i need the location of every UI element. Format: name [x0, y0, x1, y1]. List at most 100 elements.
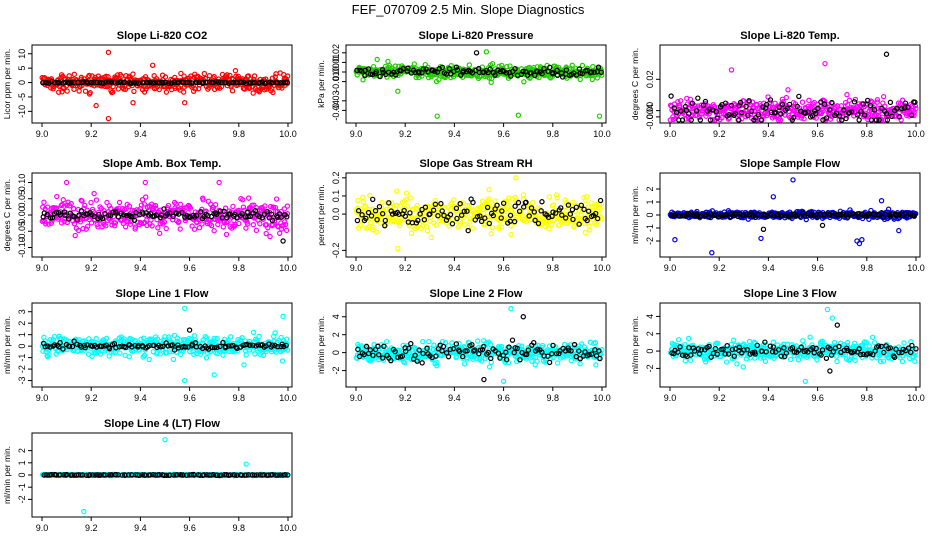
data-point — [88, 199, 94, 206]
data-point — [359, 68, 365, 74]
data-point — [65, 216, 72, 222]
x-tick-label: 9.2 — [399, 129, 412, 139]
data-point — [667, 117, 673, 123]
data-point — [599, 72, 605, 78]
data-point — [695, 346, 702, 352]
data-point — [239, 334, 245, 341]
data-point — [408, 340, 414, 347]
y-tick-label: -0.01 — [331, 71, 341, 92]
data-point — [767, 97, 774, 103]
panel-3: Slope Li-820 Temp.degrees C per min.9.0 9… — [630, 30, 925, 139]
data-point — [57, 212, 63, 218]
data-point — [283, 342, 289, 349]
data-point — [211, 335, 217, 342]
data-point — [281, 206, 288, 212]
x-tick-label: 9.4 — [134, 393, 147, 403]
data-point — [44, 211, 50, 218]
panel-title: Slope Line 3 Flow — [744, 288, 837, 300]
data-point — [379, 199, 385, 206]
data-point — [402, 213, 409, 219]
data-point — [595, 64, 602, 70]
data-point — [688, 352, 694, 358]
x-tick-label: 9.2 — [399, 263, 412, 273]
data-point — [139, 197, 146, 203]
data-point — [436, 76, 442, 83]
x-tick-label: 9.8 — [861, 263, 874, 273]
data-point — [270, 204, 277, 211]
data-point — [531, 339, 537, 346]
data-point — [380, 355, 386, 361]
x-tick-label: 10.0 — [279, 129, 297, 139]
data-point — [355, 197, 361, 204]
data-point — [193, 212, 200, 219]
data-point — [541, 65, 547, 72]
data-point — [539, 342, 546, 349]
data-point — [191, 226, 198, 232]
data-point — [483, 49, 490, 55]
data-point — [679, 117, 686, 123]
data-point — [277, 80, 284, 86]
plot-frame — [659, 302, 921, 388]
data-point — [689, 100, 696, 107]
y-tick-label: -2 — [331, 367, 341, 375]
data-point — [520, 68, 526, 75]
data-point — [67, 210, 74, 216]
data-point — [401, 359, 407, 365]
data-point — [177, 201, 184, 208]
data-point — [571, 341, 578, 348]
data-point — [152, 79, 158, 86]
data-point — [486, 220, 493, 227]
data-point — [250, 342, 256, 348]
data-point — [800, 338, 806, 344]
data-point — [132, 342, 138, 349]
data-point — [772, 109, 779, 115]
data-point — [499, 62, 505, 69]
data-point — [899, 358, 906, 365]
data-point — [243, 352, 249, 358]
data-point — [454, 215, 460, 222]
data-point — [568, 357, 574, 364]
data-point — [282, 219, 288, 225]
plot-frame — [345, 44, 607, 124]
data-point — [252, 351, 258, 357]
data-point — [250, 329, 257, 336]
data-point — [367, 192, 373, 199]
data-point — [486, 364, 493, 370]
data-point — [49, 215, 56, 221]
x-tick-label: 9.8 — [547, 393, 560, 403]
data-point — [515, 112, 522, 118]
data-point — [507, 212, 514, 219]
data-point — [369, 71, 376, 78]
data-point — [223, 231, 230, 238]
data-point — [535, 220, 542, 227]
data-point — [841, 107, 847, 113]
data-point — [41, 199, 47, 205]
data-point — [68, 80, 74, 86]
data-point — [453, 341, 460, 347]
data-point — [240, 204, 247, 210]
x-tick-label: 9.2 — [713, 393, 726, 403]
y-tick-label: -0.2 — [331, 243, 341, 259]
data-point — [284, 211, 291, 217]
data-point — [122, 86, 129, 93]
data-point — [415, 217, 421, 224]
data-point — [743, 103, 749, 110]
data-point — [814, 357, 820, 363]
data-point — [833, 110, 840, 116]
data-point — [98, 343, 105, 350]
data-point — [883, 111, 890, 117]
data-point — [241, 362, 247, 368]
data-point — [256, 213, 262, 220]
y-axis-label: kPa per min. — [316, 60, 326, 108]
data-point — [242, 214, 249, 220]
data-point — [591, 69, 597, 75]
data-point — [489, 224, 496, 231]
data-point — [273, 196, 280, 202]
data-point — [78, 208, 85, 214]
data-point — [212, 202, 219, 208]
data-point — [267, 203, 274, 210]
data-point — [538, 208, 544, 214]
data-point — [91, 190, 97, 197]
data-point — [702, 359, 709, 365]
data-point — [873, 117, 880, 123]
